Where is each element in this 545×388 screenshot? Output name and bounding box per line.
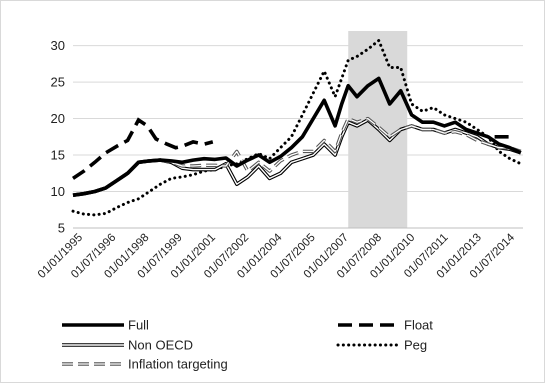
y-tick-label-25: 25	[51, 75, 65, 90]
legend-item-float: Float	[338, 318, 433, 333]
series-line-float	[71, 117, 214, 180]
series-group	[71, 39, 523, 217]
y-tick-label-5: 5	[58, 221, 65, 236]
legend-item-peg: Peg	[336, 338, 427, 353]
legend-label-float: Float	[404, 318, 433, 333]
legend-item-full: Full	[62, 318, 149, 333]
series-full	[72, 76, 522, 197]
legend: Full Float Non OECD Peg Inflation targeting	[62, 318, 433, 372]
series-line-peg	[71, 39, 523, 217]
y-tick-label-20: 20	[51, 111, 65, 126]
series-line-full	[72, 76, 522, 197]
legend-item-inflation-targeting: Inflation targeting	[62, 357, 228, 372]
gridlines	[73, 45, 523, 193]
legend-label-peg: Peg	[404, 338, 427, 353]
y-tick-label-30: 30	[51, 38, 65, 53]
y-tick-label-15: 15	[51, 148, 65, 163]
y-tick-label-10: 10	[51, 184, 65, 199]
legend-label-full: Full	[128, 318, 149, 333]
legend-item-non-oecd: Non OECD	[62, 338, 193, 353]
series-float	[71, 117, 510, 180]
legend-label-non-oecd: Non OECD	[128, 338, 193, 353]
series-peg	[71, 39, 523, 217]
legend-label-inflation-targeting: Inflation targeting	[128, 357, 228, 372]
